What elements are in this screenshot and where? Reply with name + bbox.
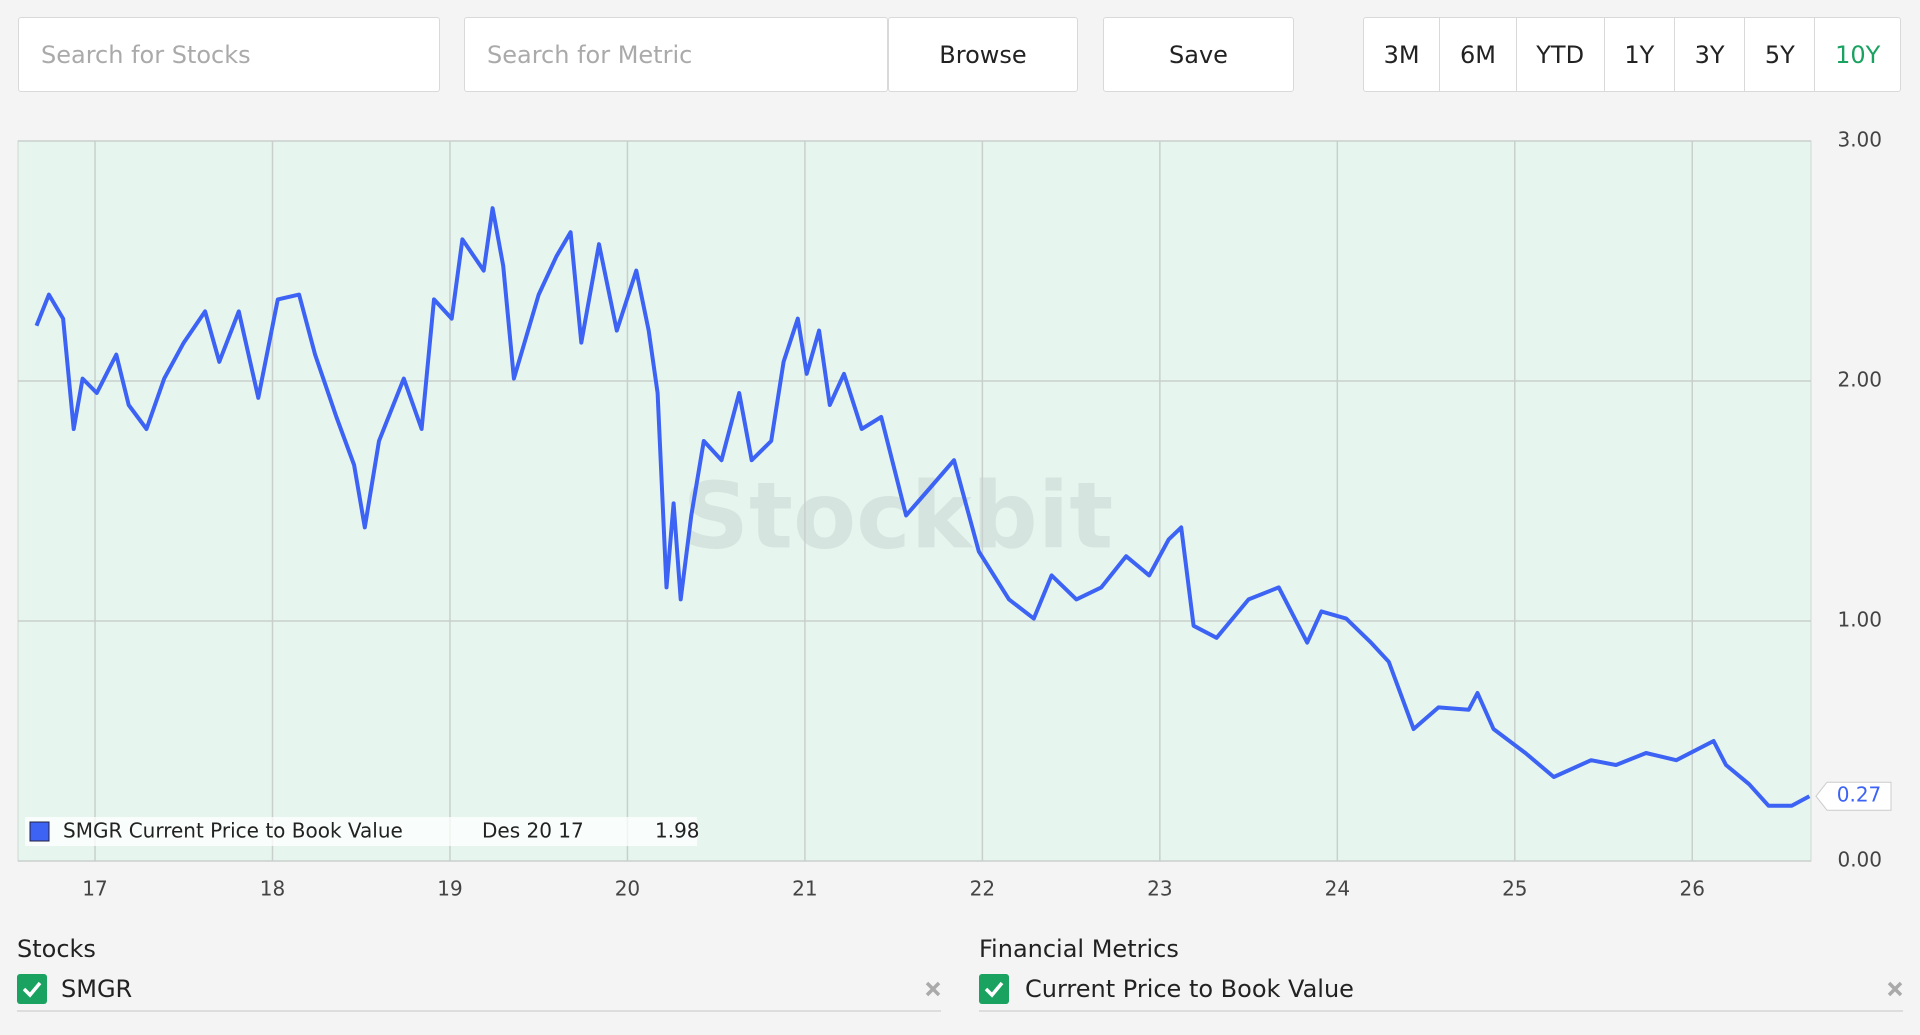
browse-button[interactable]: Browse bbox=[888, 17, 1078, 92]
x-tick-label: 17 bbox=[82, 877, 107, 901]
legend-label: SMGR Current Price to Book Value bbox=[63, 819, 403, 843]
metric-item: Current Price to Book Value bbox=[979, 972, 1903, 1012]
period-button[interactable]: 1Y bbox=[1605, 18, 1675, 91]
save-button[interactable]: Save bbox=[1103, 17, 1294, 92]
x-tick-label: 21 bbox=[792, 877, 817, 901]
period-button[interactable]: 10Y bbox=[1835, 40, 1881, 69]
legend-swatch bbox=[29, 821, 50, 842]
period-selector: 3M 6M YTD 1Y 3Y 5Y 10Y bbox=[1363, 17, 1901, 92]
period-button[interactable]: 3M bbox=[1364, 18, 1441, 91]
value-tag-label: 0.27 bbox=[1837, 783, 1882, 807]
y-tick-label: 2.00 bbox=[1837, 368, 1882, 392]
x-tick-label: 23 bbox=[1147, 877, 1172, 901]
period-button[interactable]: 3Y bbox=[1675, 18, 1746, 91]
x-tick-label: 25 bbox=[1502, 877, 1527, 901]
metrics-title: Financial Metrics bbox=[979, 935, 1179, 963]
remove-icon[interactable] bbox=[925, 981, 941, 997]
period-button[interactable]: YTD bbox=[1517, 18, 1605, 91]
search-metric[interactable]: Search for Metric bbox=[464, 17, 888, 92]
search-stocks[interactable]: Search for Stocks bbox=[18, 17, 440, 92]
x-tick-label: 22 bbox=[970, 877, 995, 901]
tooltip-value: 1.98 bbox=[655, 819, 700, 843]
y-tick-label: 1.00 bbox=[1837, 608, 1882, 632]
stocks-title: Stocks bbox=[17, 935, 96, 963]
checkbox[interactable] bbox=[17, 974, 47, 1004]
metric-name: Current Price to Book Value bbox=[1025, 975, 1354, 1003]
line bbox=[34, 206, 1811, 808]
y-tick-label: 0.00 bbox=[1837, 848, 1882, 872]
x-tick-label: 19 bbox=[437, 877, 462, 901]
x-tick-label: 18 bbox=[260, 877, 285, 901]
stock-name: SMGR bbox=[61, 975, 133, 1003]
tooltip-box bbox=[25, 817, 697, 846]
x-tick-label: 20 bbox=[615, 877, 640, 901]
remove-icon[interactable] bbox=[1887, 981, 1903, 997]
tooltip-date: Des 20 17 bbox=[482, 819, 584, 843]
x-tick-label: 26 bbox=[1680, 877, 1705, 901]
x-tick-label: 24 bbox=[1325, 877, 1350, 901]
checkbox[interactable] bbox=[979, 974, 1009, 1004]
period-button[interactable]: 6M bbox=[1440, 18, 1517, 91]
stock-item: SMGR bbox=[17, 972, 941, 1012]
value-tag bbox=[1815, 781, 1892, 811]
period-button[interactable]: 5Y bbox=[1745, 18, 1816, 91]
y-tick-label: 3.00 bbox=[1837, 128, 1882, 152]
